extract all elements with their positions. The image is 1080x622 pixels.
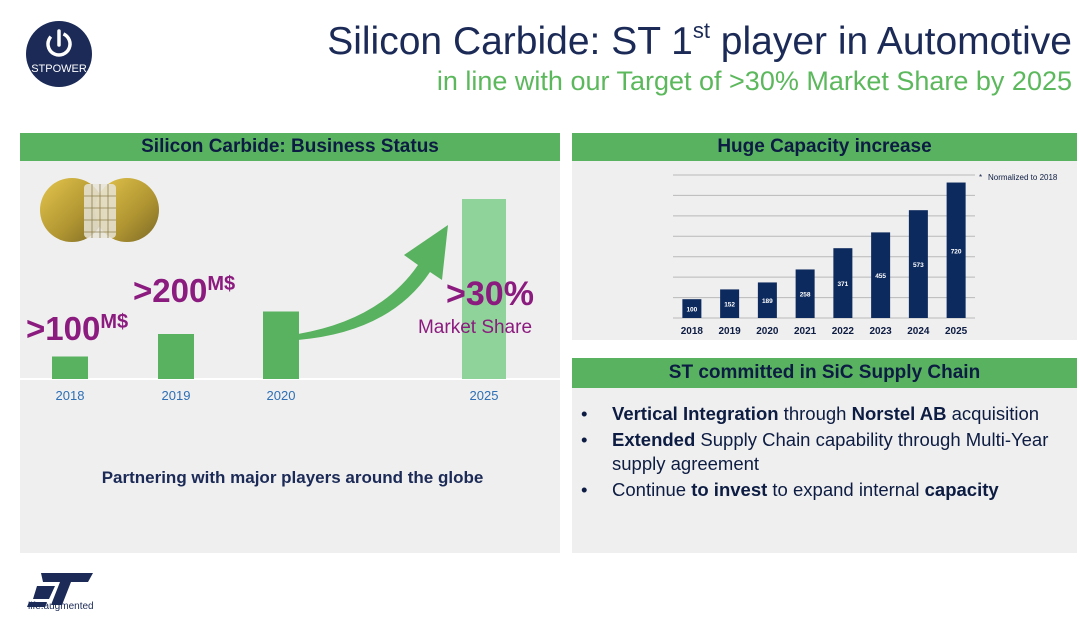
capacity-heading: Huge Capacity increase (572, 133, 1077, 161)
capacity-bar-2023 (871, 232, 891, 318)
capacity-data-label: 371 (837, 281, 848, 288)
capacity-bar-2018 (682, 299, 702, 318)
business-bar-2019 (158, 334, 194, 379)
capacity-data-label: 573 (913, 262, 924, 269)
supply-chain-bullet: Vertical Integration through Norstel AB … (581, 402, 1070, 426)
bullet-text-run: Supply Chain capability through Multi-Ye… (612, 429, 1049, 474)
business-bar-2025 (462, 199, 506, 379)
business-value-label: >100M$ (26, 310, 128, 347)
page-subtitle: in line with our Target of >30% Market S… (436, 66, 1072, 96)
capacity-tick-label: 2022 (832, 326, 855, 337)
stpower-logo: STPOWER (26, 21, 92, 87)
supply-chain-bullet-list: Vertical Integration through Norstel AB … (581, 402, 1070, 504)
bullet-text-run: Vertical Integration (612, 403, 779, 424)
footer-tagline: life.augmented (28, 601, 94, 612)
capacity-tick-label: 2023 (870, 326, 893, 337)
capacity-data-label: 152 (724, 302, 735, 309)
business-tick-label: 2020 (267, 388, 296, 403)
st-logo (27, 573, 93, 607)
capacity-data-label: 455 (875, 273, 886, 280)
partnering-text: Partnering with major players around the… (101, 468, 484, 487)
capacity-bar-2024 (908, 210, 928, 318)
capacity-note-marker: * (979, 173, 982, 182)
capacity-data-label: 720 (951, 248, 962, 255)
supply-chain-heading: ST committed in SiC Supply Chain (572, 358, 1077, 388)
capacity-tick-label: 2024 (907, 326, 930, 337)
bullet-text-run: through (778, 403, 852, 424)
title-prefix: Silicon Carbide: ST 1 (327, 20, 693, 63)
capacity-tick-label: 2018 (681, 326, 704, 337)
bullet-text-run: Norstel AB (851, 403, 947, 424)
business-status-heading: Silicon Carbide: Business Status (20, 133, 560, 161)
title-suffix: player in Automotive (709, 20, 1072, 63)
capacity-tick-label: 2021 (794, 326, 817, 337)
title-superscript: st (692, 18, 710, 43)
capacity-bar-2020 (757, 282, 777, 318)
business-bar-2020 (263, 311, 299, 379)
capacity-data-label: 189 (762, 298, 773, 305)
bullet-text-run: Continue (612, 479, 692, 500)
capacity-chart: * Normalized to 2018 100 2018 152 2019 189 2020… (673, 173, 1058, 337)
capacity-tick-label: 2020 (756, 326, 779, 337)
capacity-tick-label: 2019 (719, 326, 742, 337)
capacity-bar-2022 (833, 248, 853, 318)
capacity-bar-2021 (795, 269, 815, 318)
stpower-logo-text: STPOWER (31, 63, 87, 75)
business-tick-label: 2019 (162, 388, 191, 403)
capacity-tick-label: 2025 (945, 326, 968, 337)
supply-chain-bullet: Extended Supply Chain capability through… (581, 428, 1070, 476)
business-value-sublabel: Market Share (418, 317, 532, 338)
capacity-data-label: 100 (686, 307, 697, 314)
supply-chain-bullet: Continue to invest to expand internal ca… (581, 478, 1070, 502)
growth-arrow (298, 225, 448, 340)
bullet-text-run: to expand internal (767, 479, 925, 500)
business-bar-2018 (52, 356, 88, 379)
bullet-text-run: Extended (612, 429, 696, 450)
business-status-chart: 2018 2019 2020 2025 >100M$>200M$ >30% Market S… (20, 199, 560, 403)
capacity-bar-2019 (720, 289, 740, 318)
business-tick-label: 2025 (470, 388, 499, 403)
page-title: Silicon Carbide: ST 1st player in Automo… (327, 18, 1072, 64)
business-value-label: >200M$ (133, 272, 235, 309)
bullet-text-run: capacity (924, 479, 999, 500)
business-tick-label: 2018 (56, 388, 85, 403)
bullet-text-run: acquisition (946, 403, 1040, 424)
business-value-label: >30% (446, 275, 534, 313)
bullet-text-run: to invest (691, 479, 768, 500)
capacity-bar-2025 (946, 182, 966, 318)
capacity-note: Normalized to 2018 (988, 173, 1058, 182)
sic-wafer-image (40, 178, 159, 242)
capacity-data-label: 258 (800, 292, 811, 299)
